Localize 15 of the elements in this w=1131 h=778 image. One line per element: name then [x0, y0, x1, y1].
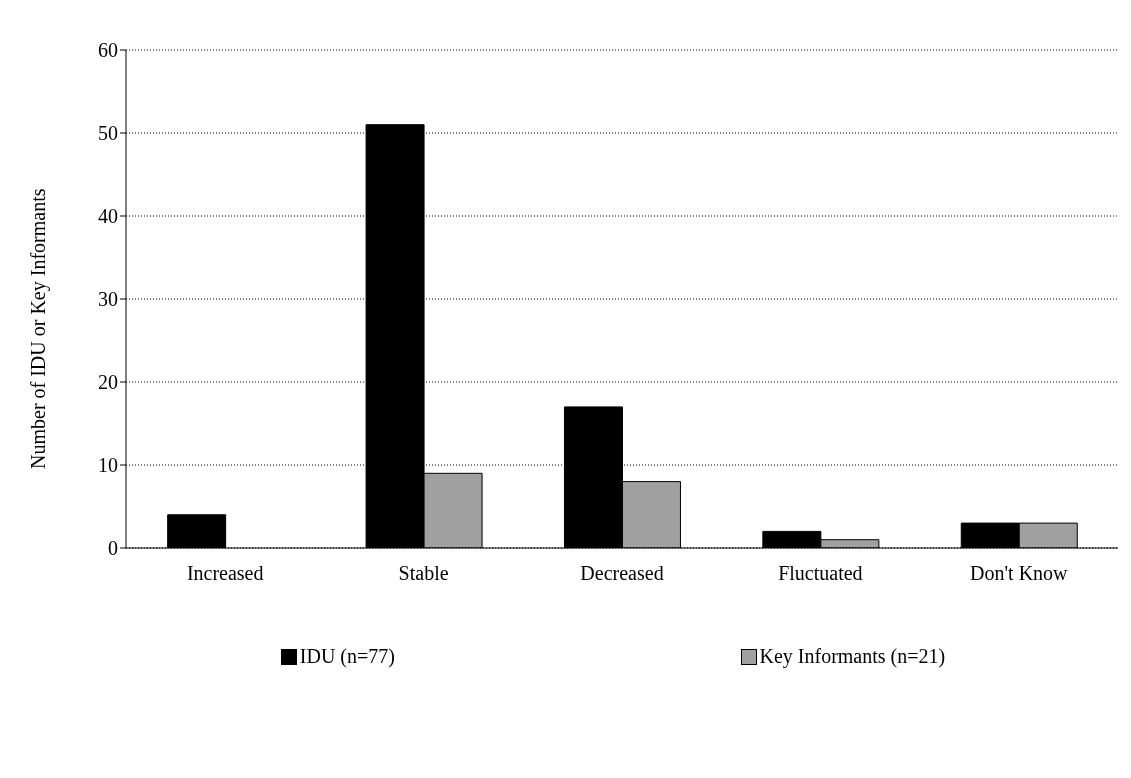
x-tick-label: Decreased — [580, 562, 664, 585]
y-tick-label: 0 — [108, 537, 118, 560]
legend-label: Key Informants (n=21) — [759, 645, 946, 668]
y-tick-label: 60 — [98, 39, 118, 62]
y-tick-label: 30 — [98, 288, 118, 311]
y-tick-label: 20 — [98, 371, 118, 394]
y-tick-label: 40 — [98, 205, 118, 228]
x-tick-label: Stable — [398, 562, 449, 585]
y-axis-title: Number of IDU or Key Informants — [27, 188, 51, 469]
x-tick-label: Don't Know — [970, 562, 1069, 585]
x-tick-label: Fluctuated — [778, 562, 863, 585]
x-tick-label: Increased — [186, 562, 264, 585]
y-tick-label: 50 — [98, 122, 118, 145]
legend-label: IDU (n=77) — [299, 645, 395, 668]
y-tick-label: 10 — [98, 454, 118, 477]
